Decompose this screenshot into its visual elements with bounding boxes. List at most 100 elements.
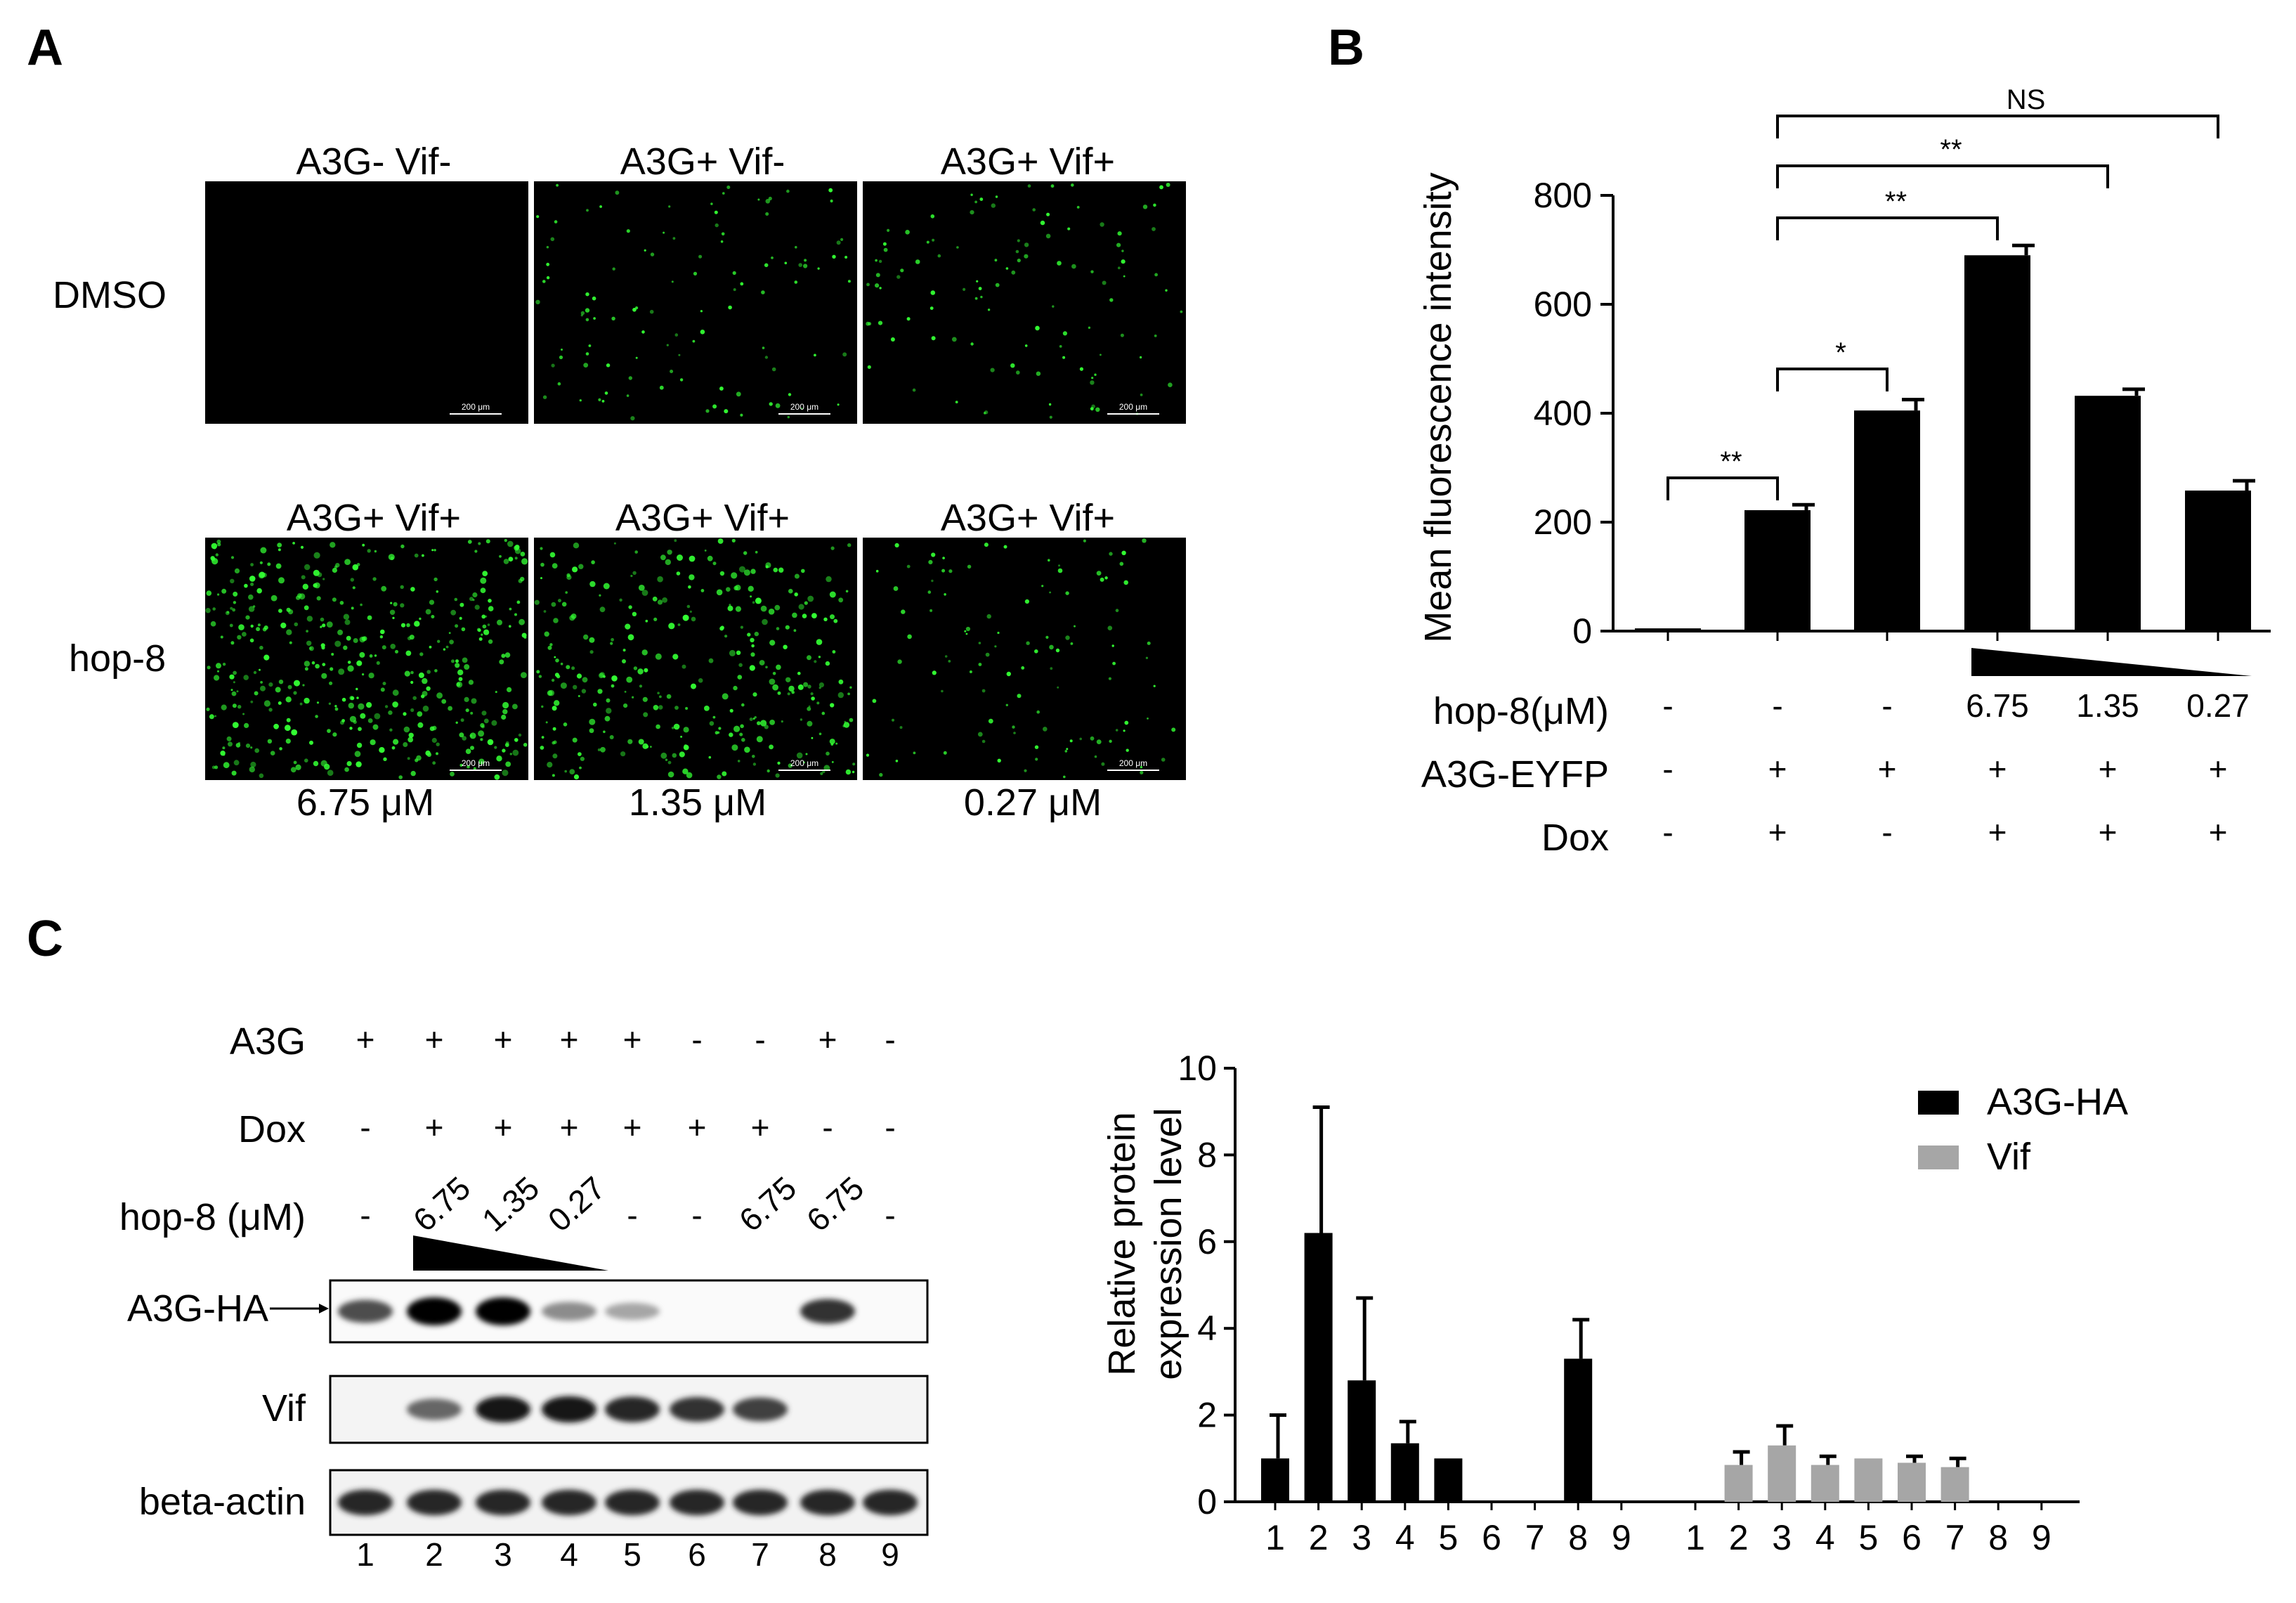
fluorescent-cell: [313, 760, 319, 767]
fluorescent-cell: [398, 775, 403, 779]
fluorescent-cell: [1153, 203, 1156, 207]
fluorescent-cell: [445, 645, 449, 649]
fluorescent-cell: [295, 764, 301, 770]
fluorescent-cell: [465, 708, 469, 713]
fluorescent-cell: [242, 632, 247, 637]
fluorescent-cell: [374, 550, 377, 553]
fluorescent-cell: [887, 228, 890, 232]
fluorescent-cell: [350, 696, 355, 701]
fluorescent-cell: [354, 751, 361, 758]
fluorescent-cell: [232, 608, 236, 612]
y-tick-label: 200: [1534, 502, 1592, 542]
fluorescent-cell: [867, 365, 871, 369]
fluorescent-cell: [542, 395, 547, 399]
fluorescent-cell: [731, 572, 738, 579]
fluorescent-cell: [582, 677, 588, 683]
micrograph-title: A3G+ Vif+: [941, 497, 1115, 539]
fluorescent-cell: [678, 353, 681, 356]
condition-cell: +: [623, 1021, 642, 1058]
fluorescent-cell: [930, 290, 936, 295]
fluorescent-cell: [410, 770, 416, 777]
fluorescent-cell: [1064, 750, 1068, 753]
fluorescent-cell: [425, 609, 431, 615]
fluorescent-cell: [831, 761, 834, 763]
x-tick-label: 5: [1858, 1518, 1878, 1557]
blot-vif: Vif: [262, 1375, 929, 1444]
fluorescent-cell: [628, 376, 632, 380]
fluorescent-cell: [1166, 183, 1170, 187]
fluorescent-cell: [485, 539, 490, 544]
fluorescent-cell: [390, 644, 396, 649]
fluorescent-cell: [1168, 382, 1173, 387]
fluorescent-cell: [459, 763, 463, 767]
fluorescent-cell: [984, 543, 989, 547]
fluorescent-cell: [332, 597, 337, 602]
fluorescent-cell: [414, 553, 419, 558]
fluorescent-cell: [1147, 718, 1149, 720]
fluorescent-cell: [798, 604, 804, 610]
fluorescent-cell: [735, 606, 741, 612]
fluorescent-cell: [1140, 766, 1143, 769]
bar: [1768, 1445, 1796, 1502]
fluorescent-cell: [304, 697, 310, 704]
x-tick-label: 8: [1988, 1518, 2008, 1557]
fluorescent-cell: [570, 614, 577, 619]
condition-cell: -: [691, 1197, 702, 1233]
fluorescent-cell: [1090, 380, 1095, 385]
fluorescent-cell: [816, 701, 820, 705]
fluorescent-cell: [222, 663, 226, 666]
fluorescent-cell: [762, 618, 768, 625]
fluorescent-cell: [467, 540, 472, 544]
fluorescent-cell: [1088, 326, 1091, 329]
fluorescent-cell: [270, 595, 278, 602]
fluorescent-cell: [250, 761, 256, 768]
fluorescent-cell: [710, 202, 713, 205]
fluorescent-cell: [942, 557, 945, 559]
fluorescent-cell: [351, 606, 354, 610]
fluorescent-cell: [811, 613, 817, 618]
concentration-label: 1.35 μM: [629, 781, 767, 824]
fluorescent-cell: [750, 637, 755, 642]
fluorescent-cell: [772, 672, 776, 675]
condition-cell: +: [425, 1109, 444, 1146]
bar: [1724, 1465, 1753, 1502]
fluorescent-cell: [546, 262, 550, 266]
fluorescent-cell: [788, 685, 795, 692]
fluorescent-cell: [340, 720, 344, 725]
fluorescent-cell: [776, 627, 780, 630]
fluorescent-cell: [1100, 353, 1102, 356]
fluorescent-cell: [508, 557, 514, 562]
fluorescent-cell: [573, 774, 580, 780]
fluorescent-cell: [659, 695, 662, 699]
panel-c: C A3G Dox hop-8 (μM) + + + + + - - + - - + + + + + + - - -…: [27, 911, 2128, 1573]
fluorescent-cell: [1090, 407, 1094, 411]
blot-band: [863, 1489, 918, 1516]
fluorescent-cell: [731, 744, 738, 751]
fluorescent-cell: [600, 746, 606, 753]
condition-cell: +: [688, 1109, 707, 1146]
fluorescent-cell: [572, 737, 578, 743]
fluorescent-cell: [1024, 242, 1029, 247]
fluorescent-cell: [495, 691, 497, 694]
fluorescent-cell: [556, 183, 559, 187]
fluorescent-cell: [256, 627, 261, 632]
condition-cell: -: [1662, 814, 1673, 850]
fluorescent-cell: [220, 635, 223, 639]
fluorescent-cell: [572, 566, 578, 573]
fluorescent-cell: [774, 604, 781, 611]
fluorescent-cell: [1017, 259, 1021, 263]
significance-label: **: [1885, 186, 1907, 217]
fluorescent-cell: [666, 344, 669, 346]
fluorescent-cell: [566, 574, 572, 580]
panel-b: B Mean fluorescence intensity 0 200 400 600…: [1328, 20, 2271, 859]
fluorescent-cell: [604, 391, 608, 395]
fluorescent-cell: [773, 567, 778, 573]
fluorescent-cell: [332, 567, 337, 573]
x-tick-label: 8: [1568, 1518, 1588, 1557]
fluorescent-cell: [724, 409, 729, 414]
blot-band: [605, 1302, 660, 1320]
y-axis-title: Mean fluorescence intensity: [1417, 172, 1459, 642]
fluorescent-cell: [1140, 394, 1143, 396]
fluorescent-cell: [724, 635, 728, 638]
fluorescent-cell: [327, 770, 334, 776]
